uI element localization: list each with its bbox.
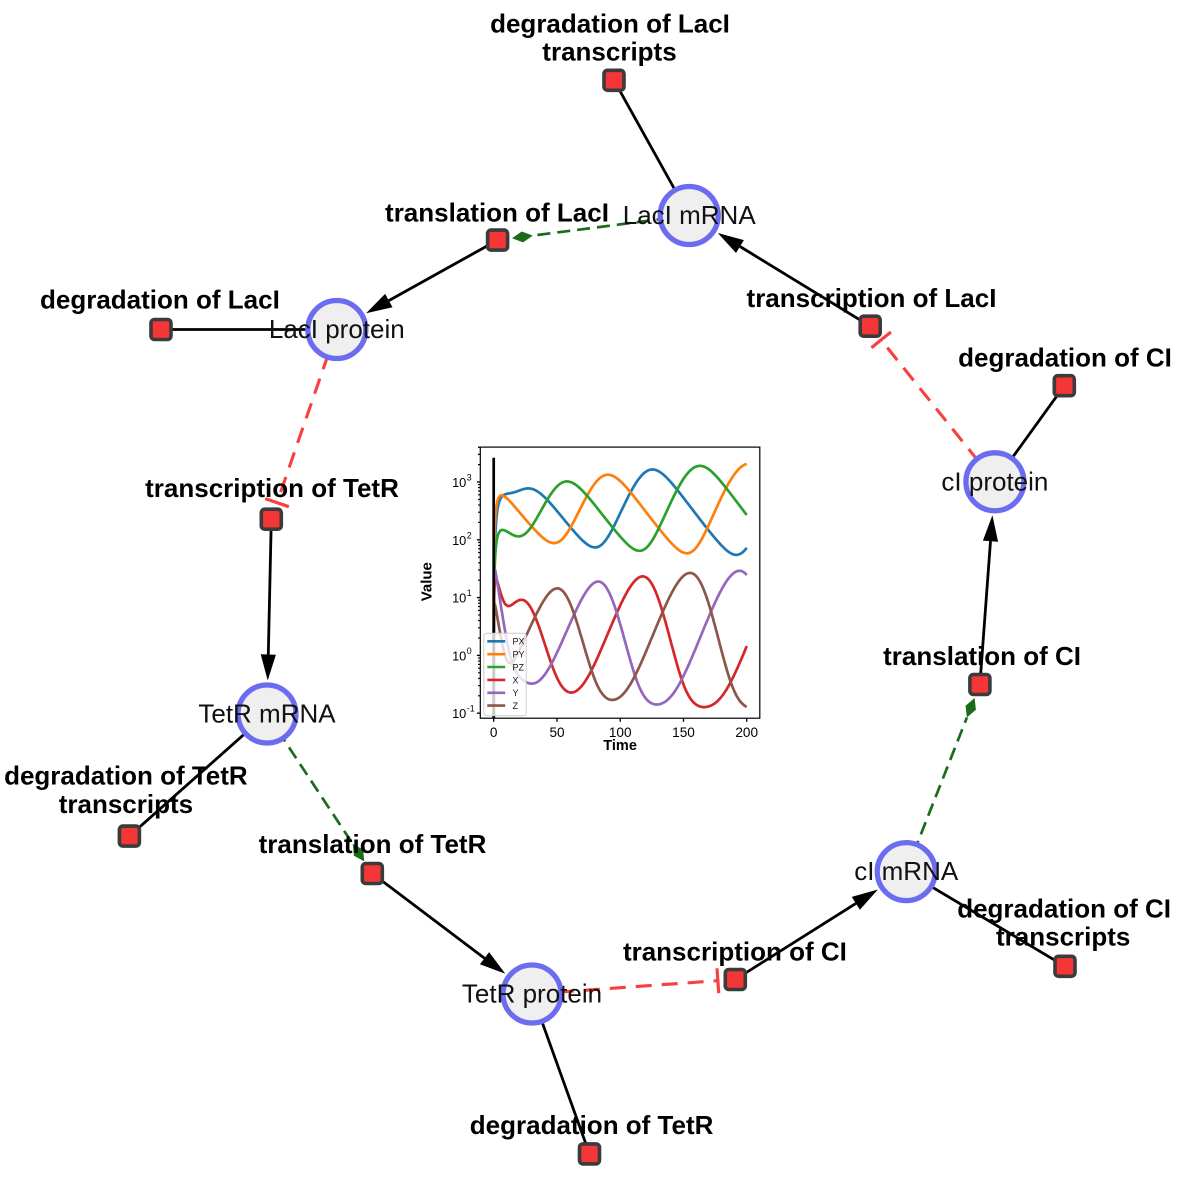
svg-text:1: 1 xyxy=(467,588,472,598)
svg-text:PY: PY xyxy=(513,650,525,660)
svg-text:transcripts: transcripts xyxy=(542,36,676,66)
svg-text:2: 2 xyxy=(467,530,472,540)
svg-text:degradation of TetR: degradation of TetR xyxy=(4,761,248,791)
svg-text:LacI mRNA: LacI mRNA xyxy=(623,200,757,230)
svg-text:150: 150 xyxy=(672,725,695,740)
svg-text:Value: Value xyxy=(419,562,436,601)
svg-text:-1: -1 xyxy=(467,704,475,714)
svg-text:Z: Z xyxy=(513,701,519,711)
svg-text:TetR mRNA: TetR mRNA xyxy=(198,699,336,729)
svg-text:10: 10 xyxy=(452,706,466,721)
svg-text:translation of LacI: translation of LacI xyxy=(385,198,609,228)
svg-text:PZ: PZ xyxy=(513,662,525,672)
svg-text:transcripts: transcripts xyxy=(996,922,1130,952)
svg-text:cI protein: cI protein xyxy=(941,466,1048,496)
svg-text:transcripts: transcripts xyxy=(59,789,193,819)
svg-text:Y: Y xyxy=(513,688,519,698)
svg-text:translation of CI: translation of CI xyxy=(883,641,1081,671)
svg-text:200: 200 xyxy=(735,725,758,740)
svg-text:translation of TetR: translation of TetR xyxy=(259,829,487,859)
svg-text:10: 10 xyxy=(452,475,466,490)
svg-text:10: 10 xyxy=(452,648,466,663)
svg-text:PX: PX xyxy=(513,637,525,647)
svg-text:degradation of LacI: degradation of LacI xyxy=(490,8,730,38)
svg-text:transcription of TetR: transcription of TetR xyxy=(145,473,399,503)
svg-text:degradation of CI: degradation of CI xyxy=(958,343,1172,373)
svg-text:100: 100 xyxy=(609,725,632,740)
svg-text:X: X xyxy=(513,675,519,685)
svg-text:degradation of TetR: degradation of TetR xyxy=(470,1110,714,1140)
svg-text:transcription of CI: transcription of CI xyxy=(623,937,847,967)
svg-text:50: 50 xyxy=(549,725,565,740)
svg-text:3: 3 xyxy=(467,473,472,483)
svg-text:0: 0 xyxy=(467,646,472,656)
svg-text:TetR protein: TetR protein xyxy=(462,979,602,1009)
svg-text:degradation of CI: degradation of CI xyxy=(957,894,1171,924)
svg-text:Time: Time xyxy=(603,738,637,754)
svg-text:degradation of LacI: degradation of LacI xyxy=(40,284,280,314)
svg-text:10: 10 xyxy=(452,533,466,548)
svg-text:transcription of LacI: transcription of LacI xyxy=(747,283,997,313)
svg-text:cI mRNA: cI mRNA xyxy=(854,856,959,886)
svg-text:0: 0 xyxy=(490,725,498,740)
svg-text:LacI protein: LacI protein xyxy=(269,314,405,344)
svg-text:10: 10 xyxy=(452,591,466,606)
